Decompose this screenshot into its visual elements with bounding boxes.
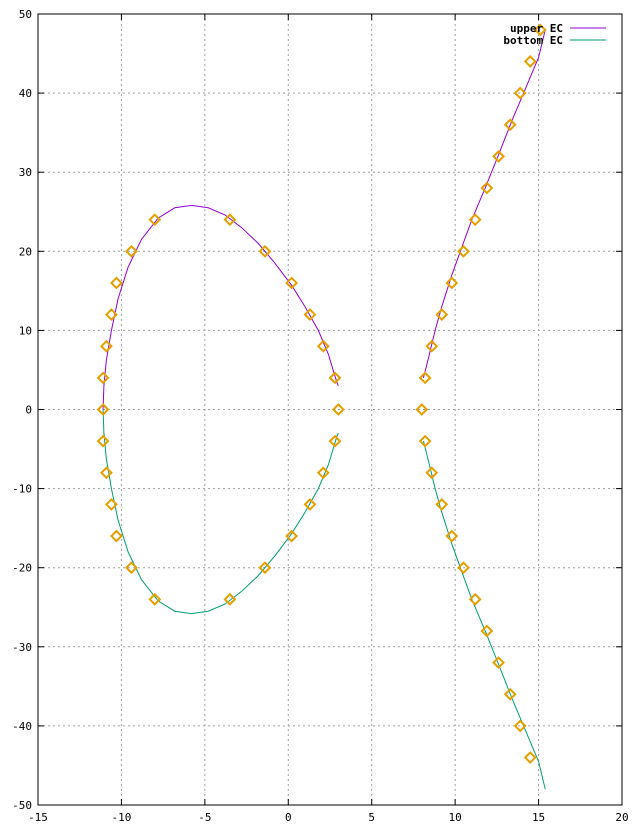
y-tick-label: 30 — [19, 166, 32, 179]
y-tick-label: -40 — [12, 720, 32, 733]
x-tick-label: 10 — [449, 811, 462, 824]
legend-label: bottom EC — [503, 34, 563, 47]
diamond-marker — [468, 592, 482, 606]
series-bottom-ec — [102, 409, 546, 790]
y-tick-label: -10 — [12, 483, 32, 496]
diamond-marker — [480, 181, 494, 195]
diamond-marker — [418, 371, 432, 385]
diamond-marker — [445, 276, 459, 290]
diamond-marker — [445, 529, 459, 543]
y-tick-label: 0 — [25, 404, 32, 417]
y-tick-label: 40 — [19, 87, 32, 100]
diamond-marker — [105, 498, 118, 511]
diamond-marker — [425, 466, 439, 480]
series-lines — [102, 29, 546, 790]
diamond-marker — [503, 118, 517, 132]
diamond-marker — [110, 276, 123, 290]
diamond-marker — [125, 561, 138, 575]
diamond-marker — [523, 55, 537, 68]
diamond-marker — [316, 339, 330, 353]
diamond-marker — [125, 244, 138, 258]
plot-frame — [37, 13, 623, 806]
y-tick-label: 50 — [19, 8, 32, 21]
diamond-marker — [418, 434, 432, 448]
diamond-marker — [503, 687, 517, 701]
diamond-marker — [285, 529, 299, 543]
diamond-marker — [96, 434, 110, 448]
x-tick-label: 5 — [368, 811, 375, 824]
diamond-marker — [285, 276, 299, 290]
y-tick-label: 20 — [19, 245, 32, 258]
diamond-marker — [331, 403, 345, 416]
diamond-marker — [468, 213, 482, 227]
diamond-marker — [492, 656, 505, 670]
diamond-marker — [303, 308, 317, 321]
diamond-marker — [223, 213, 237, 227]
tick-labels: -15 -10 -5 0 5 10 15 20-50-40-30-20-10010203040… — [12, 8, 629, 824]
x-tick-label: 15 — [532, 811, 545, 824]
diamond-marker — [480, 624, 494, 638]
diamond-marker — [533, 23, 547, 37]
y-tick-label: 10 — [19, 324, 32, 337]
diamond-marker — [435, 308, 449, 321]
diamond-marker — [513, 719, 527, 733]
diamond-marker — [523, 751, 537, 764]
diamond-marker — [457, 244, 470, 258]
diamond-marker — [96, 403, 110, 416]
series-line-segment — [102, 204, 339, 410]
diamond-marker — [105, 308, 118, 321]
x-tick-label: -10 — [111, 811, 131, 824]
diamond-marker — [96, 371, 110, 385]
diamond-marker — [258, 244, 272, 258]
series-line-segment — [422, 441, 546, 790]
diamond-marker — [99, 339, 113, 353]
x-tick-label: -5 — [198, 811, 211, 824]
x-tick-label: -15 — [28, 811, 48, 824]
legend-label: upper EC — [510, 22, 563, 35]
diamond-marker — [328, 434, 342, 448]
diamond-marker — [148, 592, 162, 606]
diamond-marker — [258, 561, 272, 575]
diamond-marker — [110, 529, 123, 543]
x-tick-label: 20 — [615, 811, 628, 824]
diamond-marker — [415, 403, 429, 416]
diamond-marker — [316, 466, 330, 480]
point-markers — [96, 23, 547, 764]
diamond-marker — [303, 498, 317, 511]
diamond-marker — [435, 498, 449, 511]
y-tick-label: -50 — [12, 799, 32, 812]
series-upper-ec — [102, 29, 546, 410]
diamond-marker — [99, 466, 113, 480]
series-line-segment — [422, 29, 546, 378]
diamond-marker — [148, 213, 162, 227]
diamond-marker — [492, 149, 505, 163]
series-line-segment — [102, 409, 339, 615]
y-tick-label: -30 — [12, 641, 32, 654]
x-tick-label: 0 — [285, 811, 292, 824]
diamond-marker — [223, 592, 237, 606]
diamond-marker — [425, 339, 439, 353]
diamond-marker — [513, 86, 527, 100]
diamond-marker — [457, 561, 470, 575]
diamond-marker — [328, 371, 342, 385]
y-tick-label: -20 — [12, 562, 32, 575]
